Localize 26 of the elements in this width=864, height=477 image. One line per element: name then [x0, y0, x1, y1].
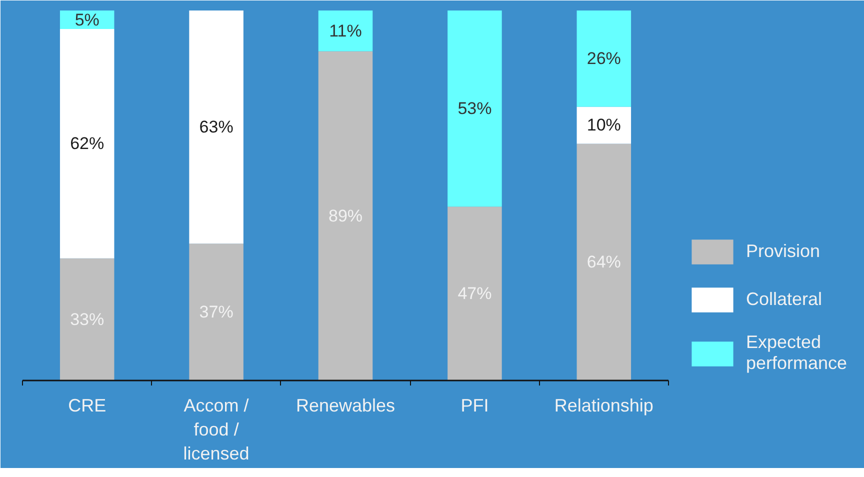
data-label: 10% — [586, 116, 621, 135]
bar — [60, 258, 114, 380]
data-label: 62% — [70, 134, 104, 154]
x-tick-label: Relationship — [554, 396, 654, 416]
bar — [576, 106, 632, 144]
x-tick-label: CRE — [68, 396, 106, 416]
bar — [576, 144, 632, 380]
bar — [189, 244, 244, 380]
legend-label: Collateral — [746, 289, 822, 310]
bar — [448, 10, 502, 207]
bar — [318, 10, 373, 52]
bar — [448, 206, 502, 380]
legend-label: Provision — [746, 241, 820, 262]
data-label: 11% — [329, 21, 362, 40]
x-tick-label: Accom / food / licensed — [183, 396, 250, 464]
bar — [189, 10, 244, 244]
bar — [60, 29, 114, 258]
x-tick-label: Renewables — [296, 396, 396, 416]
data-label: 53% — [458, 99, 492, 118]
legend-label: Expected performance — [746, 332, 848, 374]
bar — [318, 51, 373, 380]
data-label: 26% — [586, 49, 621, 68]
data-label: 5% — [74, 10, 100, 30]
x-tick-label: PFI — [460, 396, 489, 416]
bar — [576, 10, 632, 107]
data-label: 63% — [199, 118, 234, 137]
